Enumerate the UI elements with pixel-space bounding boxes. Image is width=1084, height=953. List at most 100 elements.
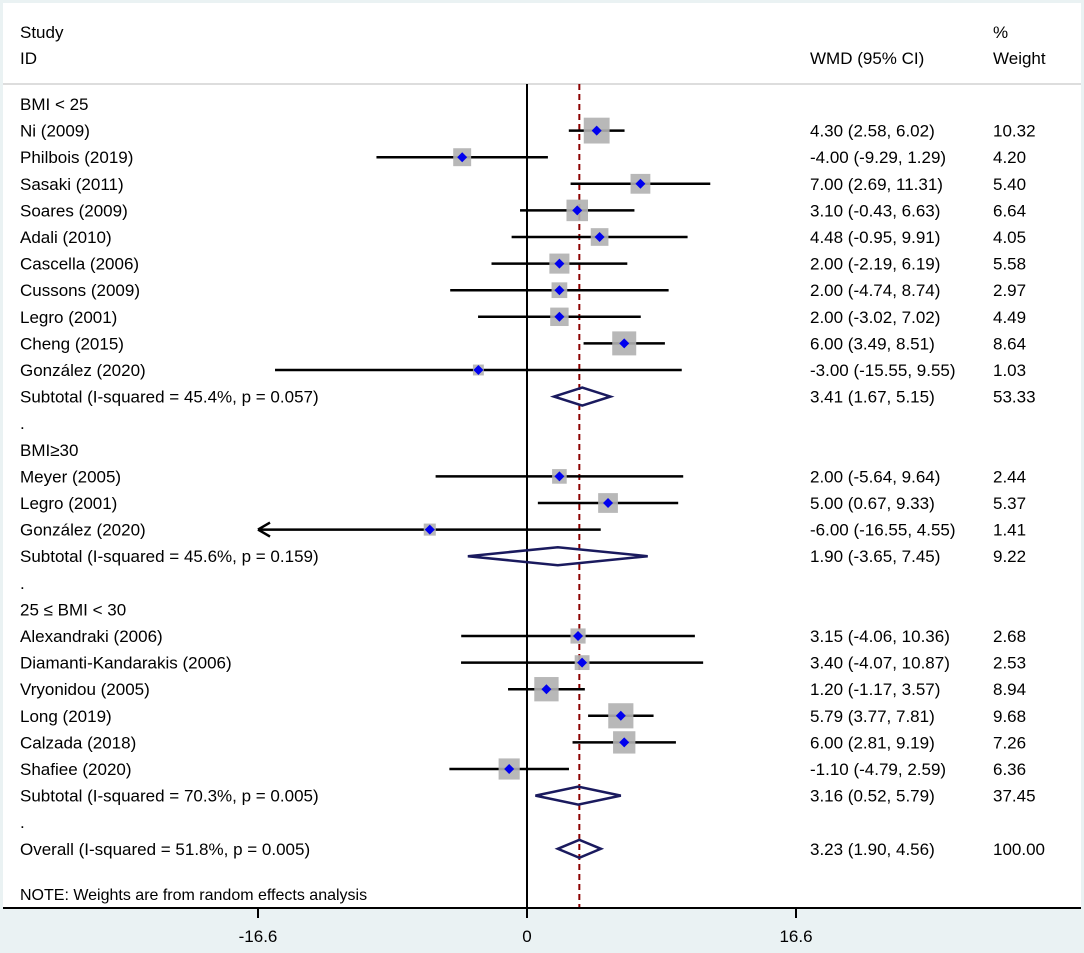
point-estimate	[554, 311, 565, 322]
subtotal-diamond	[549, 386, 615, 407]
forest-rows: BMI < 25 Ni (2009) 4.30 (2.58, 6.02) 10.32 P…	[20, 84, 1045, 908]
weight-text: 1.41	[993, 521, 1026, 540]
ci-text: 2.00 (-3.02, 7.02)	[810, 308, 940, 327]
point-estimate	[615, 710, 626, 721]
subtotal-weight-text: 53.33	[993, 388, 1036, 407]
point-estimate	[619, 737, 630, 748]
study-name: Diamanti-Kandarakis (2006)	[20, 654, 232, 673]
study-name: Cascella (2006)	[20, 255, 139, 274]
ci-text: 2.00 (-4.74, 8.74)	[810, 281, 940, 300]
group-label: BMI≥30	[20, 441, 78, 460]
ci-arrow	[257, 521, 271, 538]
study-name: Cheng (2015)	[20, 334, 124, 353]
point-estimate	[457, 152, 468, 163]
subtotal-weight-text: 37.45	[993, 787, 1036, 806]
point-estimate	[591, 125, 602, 136]
point-estimate	[504, 764, 515, 774]
weight-text: 7.26	[993, 733, 1026, 752]
ci-text: 4.30 (2.58, 6.02)	[810, 122, 935, 141]
weight-text: 4.20	[993, 148, 1026, 167]
weight-text: 2.68	[993, 627, 1026, 646]
group-label: 25 ≤ BMI < 30	[20, 600, 126, 619]
ci-text: 5.79 (3.77, 7.81)	[810, 707, 935, 726]
weight-text: 8.94	[993, 680, 1026, 699]
weight-text: 9.68	[993, 707, 1026, 726]
ci-text: 2.00 (-5.64, 9.64)	[810, 467, 940, 486]
study-name: Shafiee (2020)	[20, 760, 132, 779]
study-name: Legro (2001)	[20, 308, 117, 327]
point-estimate	[603, 498, 614, 508]
study-name: Soares (2009)	[20, 201, 128, 220]
weight-text: 2.97	[993, 281, 1026, 300]
study-name: Long (2019)	[20, 707, 112, 726]
point-estimate	[573, 631, 584, 641]
study-name: Sasaki (2011)	[20, 175, 124, 194]
weight-text: 10.32	[993, 122, 1036, 141]
x-tick-label: 0	[522, 927, 531, 946]
point-estimate	[572, 205, 583, 216]
ci-text: 1.20 (-1.17, 3.57)	[810, 680, 940, 699]
point-estimate	[541, 684, 552, 695]
study-name: Calzada (2018)	[20, 733, 136, 752]
ci-text: -3.00 (-15.55, 9.55)	[810, 361, 956, 380]
subtotal-label: Subtotal (I-squared = 70.3%, p = 0.005)	[20, 787, 319, 806]
point-estimate	[554, 285, 565, 296]
study-name: Vryonidou (2005)	[20, 680, 150, 699]
weight-text: 4.49	[993, 308, 1026, 327]
study-name: Legro (2001)	[20, 494, 117, 513]
study-name: Adali (2010)	[20, 228, 112, 247]
separator-dot: .	[20, 414, 25, 433]
subtotal-ci-text: 1.90 (-3.65, 7.45)	[810, 547, 940, 566]
ci-text: 6.00 (2.81, 9.19)	[810, 733, 935, 752]
weight-text: 2.53	[993, 654, 1026, 673]
separator-dot: .	[20, 574, 25, 593]
ci-text: -4.00 (-9.29, 1.29)	[810, 148, 946, 167]
overall-weight-text: 100.00	[993, 840, 1045, 859]
note-text: NOTE: Weights are from random effects an…	[20, 887, 367, 904]
overall-label: Overall (I-squared = 51.8%, p = 0.005)	[20, 840, 310, 859]
point-estimate	[554, 471, 565, 482]
weight-text: 4.05	[993, 228, 1026, 247]
point-estimate	[619, 338, 630, 349]
header-id-label: ID	[20, 49, 37, 68]
ci-text: 3.40 (-4.07, 10.87)	[810, 654, 950, 673]
subtotal-weight-text: 9.22	[993, 547, 1026, 566]
subtotal-diamond	[467, 545, 648, 567]
study-name: González (2020)	[20, 361, 146, 380]
study-name: Cussons (2009)	[20, 281, 140, 300]
ci-text: 3.10 (-0.43, 6.63)	[810, 201, 940, 220]
study-name: Philbois (2019)	[20, 148, 133, 167]
header-weight-label: Weight	[993, 49, 1046, 68]
ci-text: 5.00 (0.67, 9.33)	[810, 494, 935, 513]
weight-text: 6.64	[993, 201, 1026, 220]
study-name: Ni (2009)	[20, 122, 90, 141]
subtotal-ci-text: 3.16 (0.52, 5.79)	[810, 787, 935, 806]
point-estimate	[577, 657, 588, 668]
ci-text: 7.00 (2.69, 11.31)	[810, 175, 943, 194]
separator-dot: .	[20, 813, 25, 832]
subtotal-diamond	[535, 785, 622, 806]
study-name: González (2020)	[20, 521, 146, 540]
point-estimate	[594, 232, 605, 242]
header-percent-label: %	[993, 23, 1008, 42]
point-estimate	[473, 365, 484, 375]
group-label: BMI < 25	[20, 95, 89, 114]
x-axis: -16.6 0 16.6	[239, 908, 813, 946]
x-tick-label: -16.6	[239, 927, 278, 946]
study-name: Meyer (2005)	[20, 467, 121, 486]
subtotal-ci-text: 3.41 (1.67, 5.15)	[810, 388, 935, 407]
weight-text: 1.03	[993, 361, 1026, 380]
overall-diamond	[554, 838, 605, 860]
ci-text: -6.00 (-16.55, 4.55)	[810, 521, 956, 540]
overall-ci-text: 3.23 (1.90, 4.56)	[810, 840, 935, 859]
subtotal-label: Subtotal (I-squared = 45.6%, p = 0.159)	[20, 547, 319, 566]
weight-text: 5.37	[993, 494, 1026, 513]
point-estimate	[554, 258, 565, 269]
plot-background	[3, 3, 1081, 908]
weight-text: 5.40	[993, 175, 1026, 194]
ci-text: 2.00 (-2.19, 6.19)	[810, 255, 940, 274]
ci-text: 3.15 (-4.06, 10.36)	[810, 627, 950, 646]
point-estimate	[424, 524, 435, 535]
